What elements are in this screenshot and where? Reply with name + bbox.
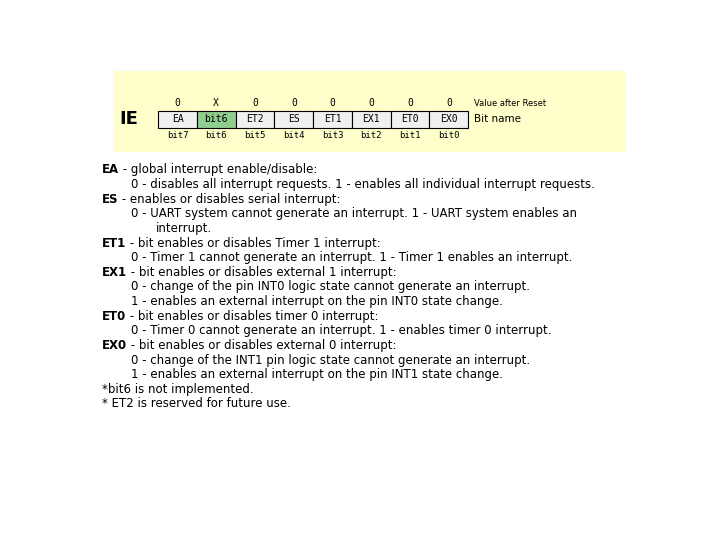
Text: EA: EA [171,114,184,125]
Text: 0: 0 [175,98,181,109]
Bar [197,111,235,128]
Text: bit3: bit3 [322,131,343,140]
Text: EX0: EX0 [102,339,127,352]
Bar [274,111,313,128]
Text: 0 - disables all interrupt requests. 1 - enables all individual interrupt reques: 0 - disables all interrupt requests. 1 -… [131,178,595,191]
Text: - bit enables or disables Timer 1 interrupt:: - bit enables or disables Timer 1 interr… [126,237,381,249]
Text: *bit6 is not implemented.: *bit6 is not implemented. [102,383,253,396]
Text: Bit name: Bit name [474,114,521,125]
Text: bit6: bit6 [204,114,228,125]
Text: Value after Reset: Value after Reset [474,99,546,108]
Text: - bit enables or disables timer 0 interrupt:: - bit enables or disables timer 0 interr… [126,309,379,323]
Text: ET0: ET0 [401,114,419,125]
Bar [235,111,274,128]
Text: ET0: ET0 [102,309,126,323]
Text: bit1: bit1 [400,131,420,140]
Text: 0: 0 [252,98,258,109]
Text: 0 - UART system cannot generate an interrupt. 1 - UART system enables an: 0 - UART system cannot generate an inter… [131,207,577,220]
Text: 0 - Timer 0 cannot generate an interrupt. 1 - enables timer 0 interrupt.: 0 - Timer 0 cannot generate an interrupt… [131,325,552,338]
Text: - global interrupt enable/disable:: - global interrupt enable/disable: [119,164,317,177]
Bar [391,111,429,128]
Text: ES: ES [288,114,300,125]
Bar [158,111,197,128]
Text: ET1: ET1 [102,237,126,249]
Text: - bit enables or disables external 0 interrupt:: - bit enables or disables external 0 int… [127,339,396,352]
Text: 1 - enables an external interrupt on the pin INT1 state change.: 1 - enables an external interrupt on the… [131,368,503,381]
Text: EX0: EX0 [440,114,458,125]
Bar [352,111,391,128]
Text: bit4: bit4 [283,131,305,140]
Bar [113,71,625,152]
Text: interrupt.: interrupt. [156,222,212,235]
Text: 0: 0 [291,98,297,109]
Text: 0: 0 [330,98,336,109]
Text: IE: IE [120,111,138,129]
Bar [429,111,468,128]
Bar [313,111,352,128]
Text: * ET2 is reserved for future use.: * ET2 is reserved for future use. [102,397,290,410]
Text: 0 - change of the INT1 pin logic state cannot generate an interrupt.: 0 - change of the INT1 pin logic state c… [131,354,530,367]
Text: 0: 0 [407,98,413,109]
Text: EX1: EX1 [362,114,380,125]
Text: ES: ES [102,193,118,206]
Text: 0 - Timer 1 cannot generate an interrupt. 1 - Timer 1 enables an interrupt.: 0 - Timer 1 cannot generate an interrupt… [131,251,572,264]
Text: 1 - enables an external interrupt on the pin INT0 state change.: 1 - enables an external interrupt on the… [131,295,503,308]
Text: ET1: ET1 [324,114,341,125]
Text: 0: 0 [446,98,451,109]
Text: bit0: bit0 [438,131,459,140]
Text: X: X [213,98,220,109]
Text: 0: 0 [369,98,374,109]
Text: - bit enables or disables external 1 interrupt:: - bit enables or disables external 1 int… [127,266,397,279]
Text: 0 - change of the pin INT0 logic state cannot generate an interrupt.: 0 - change of the pin INT0 logic state c… [131,280,530,293]
Text: - enables or disables serial interrupt:: - enables or disables serial interrupt: [118,193,341,206]
Text: bit2: bit2 [361,131,382,140]
Text: EX1: EX1 [102,266,127,279]
Text: bit6: bit6 [206,131,227,140]
Text: ET2: ET2 [246,114,264,125]
Text: bit5: bit5 [244,131,266,140]
Text: bit7: bit7 [167,131,189,140]
Text: EA: EA [102,164,119,177]
